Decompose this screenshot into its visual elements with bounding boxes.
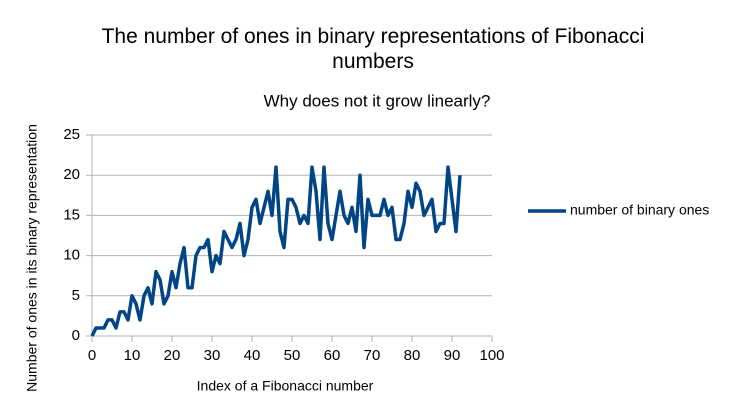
chart-subtitle: Why does not it grow linearly? <box>264 91 491 110</box>
data-line <box>90 165 462 337</box>
x-tick-label: 90 <box>444 347 461 364</box>
chart-title: The number of ones in binary representat… <box>101 25 645 73</box>
x-tick-label: 20 <box>164 347 181 364</box>
y-tick-label: 0 <box>72 327 80 344</box>
x-tick-label: 50 <box>284 347 301 364</box>
x-tick-label: 100 <box>479 347 504 364</box>
y-tick-label: 10 <box>63 247 80 264</box>
legend-label: number of binary ones <box>570 202 709 218</box>
x-tick-label: 0 <box>88 347 96 364</box>
y-axis-label: Number of ones in its binary representat… <box>24 124 40 392</box>
x-tick-label: 70 <box>364 347 381 364</box>
y-tick-label: 25 <box>63 126 80 143</box>
x-tick-label: 10 <box>124 347 141 364</box>
x-axis-label: Index of a Fibonacci number <box>197 378 374 394</box>
x-tick-label: 30 <box>204 347 221 364</box>
x-tick-label: 40 <box>244 347 261 364</box>
y-tick-label: 20 <box>63 166 80 183</box>
y-tick-label: 15 <box>63 206 80 223</box>
x-tick-label: 80 <box>404 347 421 364</box>
x-tick-label: 60 <box>324 347 341 364</box>
y-tick-label: 5 <box>72 287 80 304</box>
